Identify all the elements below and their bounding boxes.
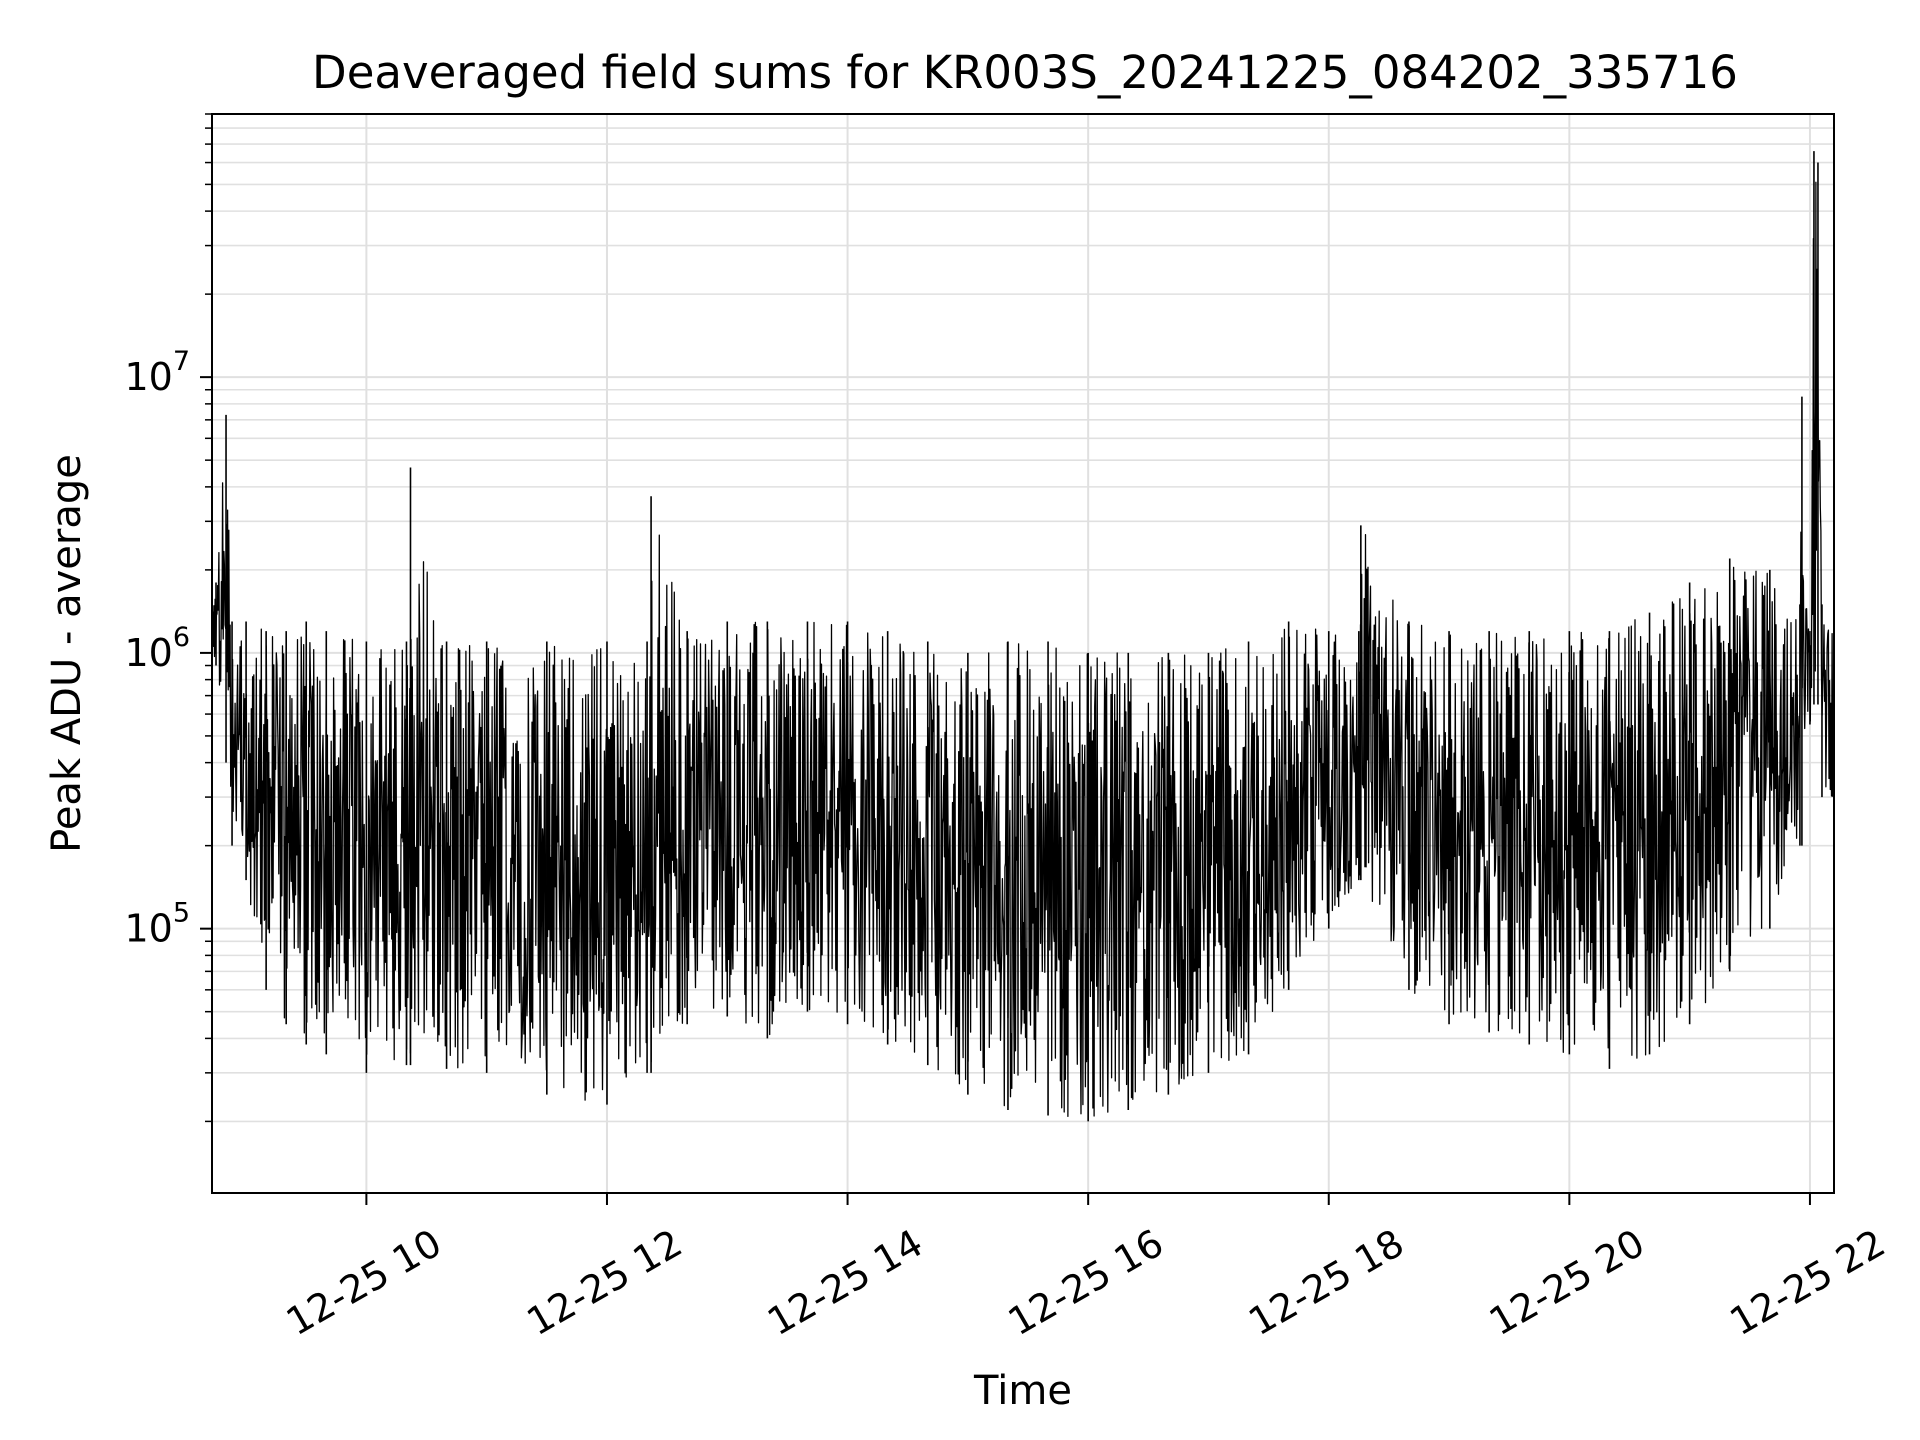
y-tick-exponent: 6: [173, 622, 190, 653]
data-series: [211, 151, 1835, 1122]
y-tick-exponent: 5: [173, 898, 190, 929]
x-tick-label: 12-25 10: [279, 1221, 449, 1345]
x-tick-label: 12-25 20: [1482, 1221, 1652, 1345]
y-tick-exponent: 7: [173, 346, 190, 377]
y-tick-base: 10: [124, 631, 172, 675]
x-axis: 12-25 10 12-25 12 12-25 14 12-25 16 12-25 18…: [279, 1193, 1892, 1345]
y-axis-label: Peak ADU - average: [44, 454, 90, 853]
x-tick-label: 12-25 16: [1001, 1221, 1171, 1345]
x-axis-label: Time: [973, 1368, 1072, 1414]
x-tick-label: 12-25 22: [1722, 1221, 1892, 1345]
x-tick-label: 12-25 12: [520, 1221, 690, 1345]
x-tick-label: 12-25 14: [760, 1221, 930, 1345]
y-tick-label: 107: [124, 346, 190, 399]
y-tick-base: 10: [124, 907, 172, 951]
y-tick-label: 106: [124, 622, 190, 675]
y-tick-label: 105: [124, 898, 190, 951]
series-line: [211, 181, 1835, 1118]
x-tick-label: 12-25 18: [1241, 1221, 1411, 1345]
y-tick-base: 10: [124, 355, 172, 399]
chart-title: Deaveraged field sums for KR003S_2024122…: [312, 46, 1738, 99]
